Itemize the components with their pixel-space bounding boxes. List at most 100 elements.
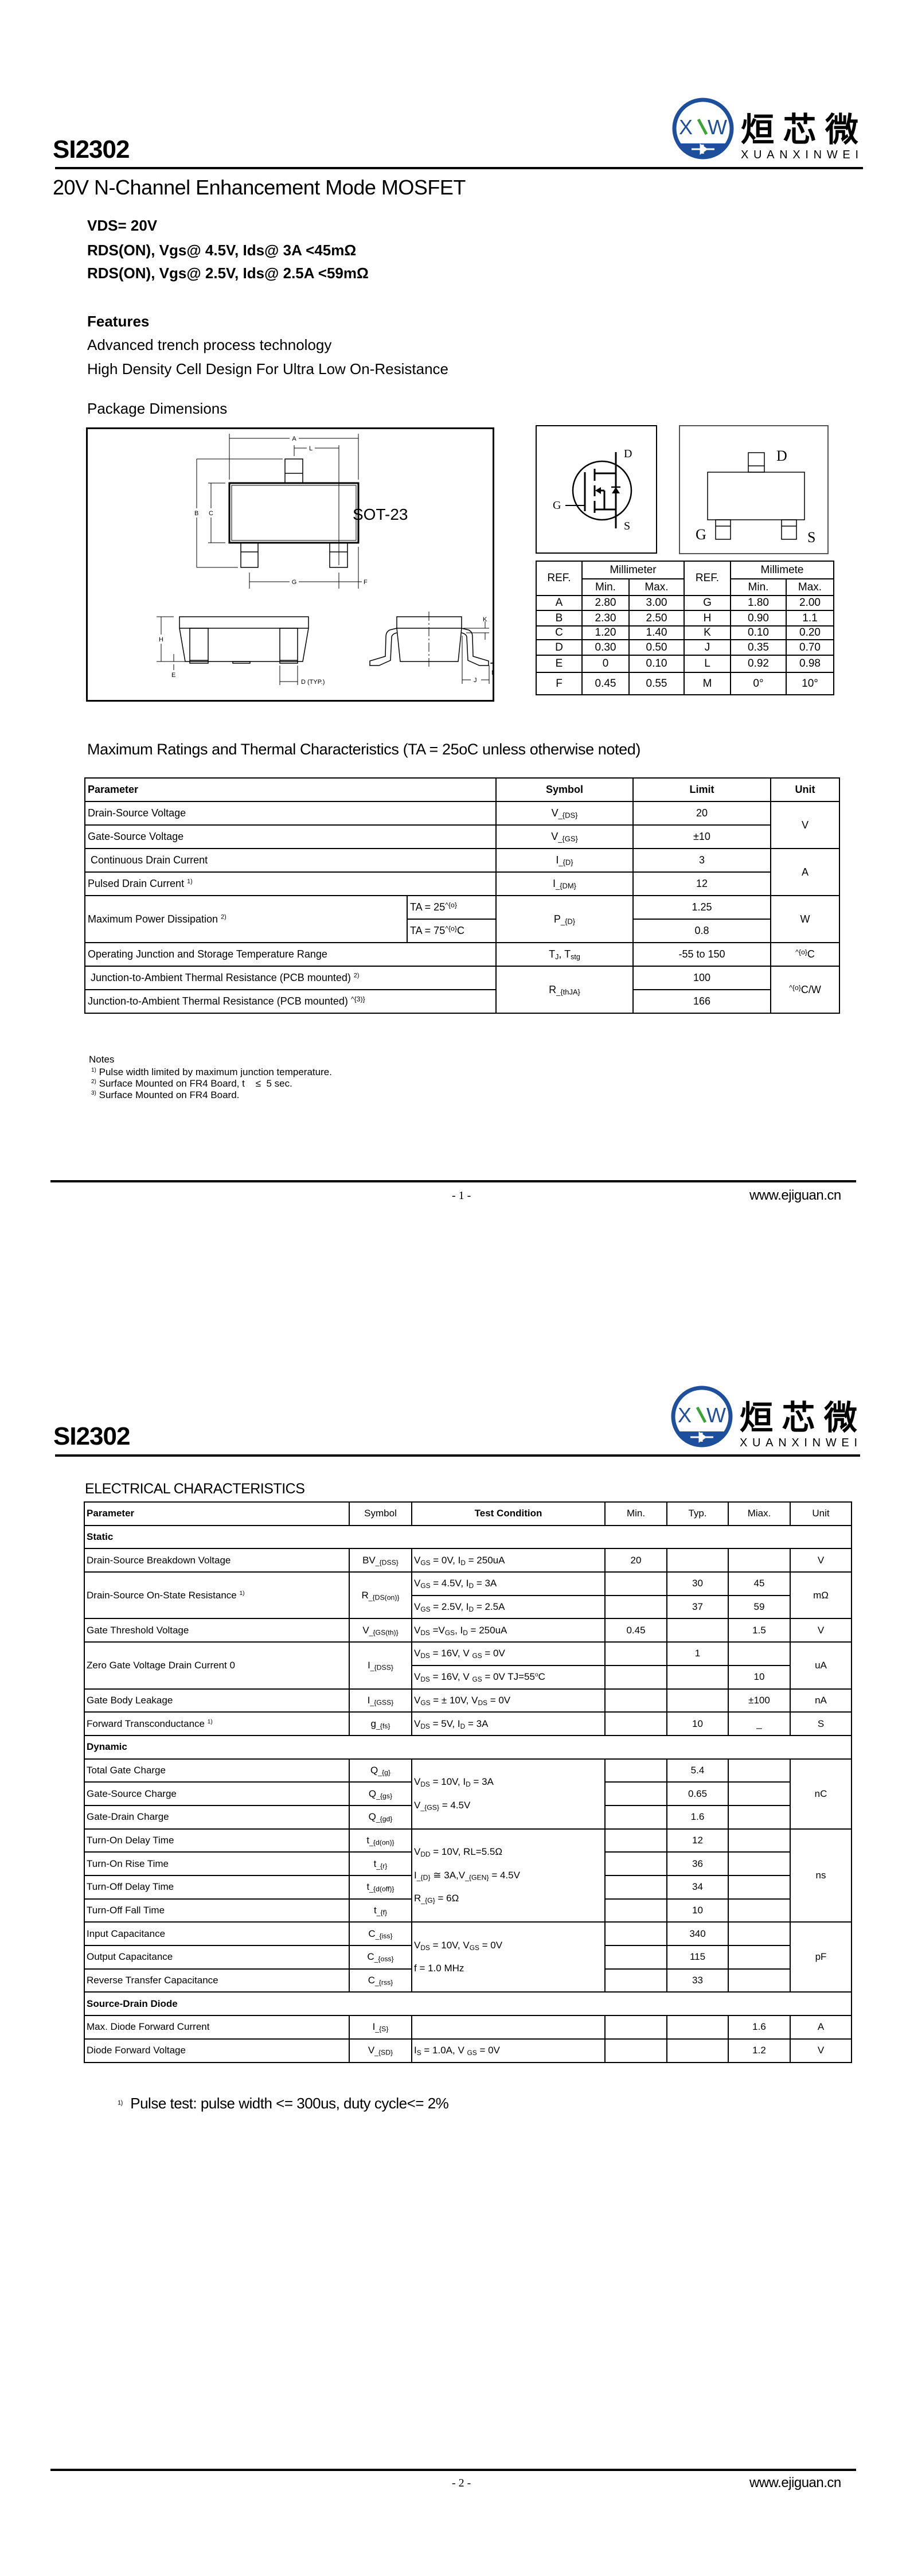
- min-header: Min.: [730, 578, 787, 596]
- col-parameter: Parameter: [84, 777, 497, 802]
- param-cell: Diode Forward Voltage: [84, 2038, 350, 2063]
- package-dimensions-heading: Package Dimensions: [87, 400, 228, 417]
- unit-cell: nA: [790, 1688, 852, 1713]
- spec-rds-2v5: RDS(ON), Vgs@ 2.5V, Ids@ 2.5A <59mΩ: [87, 264, 369, 282]
- min-cell: [604, 1594, 667, 1620]
- condition-cell: VDS = 16V, V GS = 0V TJ=55oC: [411, 1665, 606, 1690]
- dim-label-a: A: [292, 435, 296, 442]
- unit-cell: W: [770, 895, 840, 943]
- condition-cell: [411, 2015, 606, 2040]
- min-cell: [604, 1804, 667, 1830]
- limit-cell: 100: [632, 966, 771, 990]
- table-row: Input Capacitance C_{iss} VDS = 10V, VGS =…: [84, 1921, 852, 1993]
- dim-label-b: B: [194, 510, 198, 517]
- spec-vds: VDS= 20V: [87, 217, 158, 234]
- table-row: Gate Threshold Voltage V_{GS(th)} VDS =VGS…: [84, 1618, 852, 1643]
- col-min: Min.: [604, 1501, 667, 1526]
- footer-divider: [50, 1180, 856, 1182]
- table-row: Diode Forward Voltage V_{SD} IS = 1.0A, V …: [84, 2038, 852, 2063]
- ref-cell: F: [536, 672, 583, 695]
- package-dimension-table: REF. Millimeter REF. Millimete Min. Max.…: [536, 561, 835, 695]
- footer-url: www.ejiguan.cn: [749, 2475, 841, 2491]
- max-cell: _: [728, 1711, 791, 1736]
- param-cell: Turn-Off Delay Time: [84, 1875, 350, 1900]
- ref-cell: K: [684, 625, 731, 640]
- table-row: Drain-Source On-State Resistance 1) R_{DS…: [84, 1571, 852, 1620]
- min-cell: 2.80: [581, 595, 630, 611]
- table-row: Total Gate Charge Q_{g} VDS = 10V, ID = 3A…: [84, 1758, 852, 1830]
- table-row: TA = 75^{o}C 0.8: [85, 919, 839, 943]
- table-row: Drain-Source Voltage V_{DS} 20 V: [84, 801, 840, 849]
- note-text: Pulse width limited by maximum junction …: [99, 1067, 332, 1077]
- symbol-cell: P_{D}: [495, 895, 634, 943]
- max-cell: [728, 1968, 791, 1993]
- min-cell: 2.30: [581, 610, 630, 627]
- symbol-cell: C_{oss}: [349, 1945, 412, 1970]
- unit-cell: V: [790, 1618, 852, 1643]
- condition-cell: TA = 25^{o}: [407, 895, 497, 920]
- limit-cell: 1.25: [632, 895, 771, 920]
- table-row: Zero Gate Voltage Drain Current 0 I_{DSS}…: [84, 1641, 852, 1690]
- max-cell: 1.2: [728, 2038, 791, 2063]
- dim-label-j: J: [474, 677, 477, 684]
- param-cell: Turn-On Rise Time: [84, 1851, 350, 1876]
- symbol-cell: TJ, Tstg: [495, 942, 634, 967]
- condition-line: I_{D} ≅ 3A,V_{GEN} = 4.5V: [414, 1869, 520, 1882]
- typ-cell: 30: [666, 1571, 729, 1596]
- min-cell: [604, 1945, 667, 1970]
- dimension-row: D 0.30 0.50 J 0.35 0.70: [536, 639, 835, 656]
- max-cell: 3.00: [628, 595, 685, 611]
- note-marker: 3): [91, 1090, 96, 1096]
- condition-cell: VDD = 10V, RL=5.5Ω I_{D} ≅ 3A,V_{GEN} = 4…: [411, 1828, 606, 1923]
- dim-label-k: K: [483, 616, 487, 623]
- symbol-cell: t_{f}: [349, 1898, 412, 1923]
- mosfet-schematic-symbol: D S G: [536, 425, 657, 554]
- table-row: Gate Body Leakage I_{GSS} VGS = ± 10V, VDS…: [84, 1688, 852, 1713]
- min-cell: [604, 1875, 667, 1900]
- max-cell: 0.55: [628, 672, 685, 695]
- condition-cell: VGS = 2.5V, ID = 2.5A: [411, 1595, 606, 1620]
- symbol-cell: t_{d(on)}: [349, 1828, 412, 1853]
- unit-cell: pF: [790, 1921, 852, 1993]
- min-cell: [604, 2038, 667, 2063]
- max-cell: 1.6: [728, 2015, 791, 2040]
- limit-cell: 20: [632, 801, 771, 826]
- dim-label-f: F: [364, 579, 368, 586]
- typ-cell: 10: [666, 1898, 729, 1923]
- section-row: Source-Drain Diode: [84, 1991, 852, 2017]
- max-cell: [728, 1898, 791, 1923]
- pin-label-gate: G: [553, 499, 561, 512]
- section-row: Dynamic: [84, 1734, 852, 1760]
- max-cell: 10: [728, 1665, 791, 1690]
- table-row: Reverse Transfer Capacitance C_{rss} 33: [84, 1968, 852, 1993]
- param-cell: Forward Transconductance 1): [84, 1711, 350, 1736]
- table-row: Gate-Source Charge Q_{gs} 0.65: [84, 1781, 852, 1806]
- ref-cell: E: [536, 655, 583, 673]
- max-cell: [728, 1921, 791, 1947]
- logo-chinese-name: 烜芯微: [740, 1398, 857, 1437]
- section-row: Static: [84, 1524, 852, 1550]
- min-cell: [604, 2015, 667, 2040]
- limit-cell: 3: [632, 848, 771, 873]
- param-cell: Drain-Source Breakdown Voltage: [84, 1548, 350, 1573]
- symbol-cell: t_{r}: [349, 1851, 412, 1876]
- min-cell: 0: [581, 655, 630, 673]
- ref-cell: H: [684, 610, 731, 627]
- logo-chinese-name: 烜芯微: [741, 110, 858, 149]
- condition-line: V_{GS} = 4.5V: [414, 1799, 471, 1812]
- table-row: Pulsed Drain Current 1) I_{DM} 12: [84, 871, 839, 896]
- unit-cell: mΩ: [790, 1571, 852, 1620]
- limit-cell: 12: [632, 871, 771, 896]
- pinout-label-drain: D: [776, 448, 787, 464]
- note-item: 2) Surface Mounted on FR4 Board, t ≤ 5 s…: [91, 1079, 292, 1088]
- min-cell: [604, 1641, 667, 1666]
- typ-cell: [666, 2038, 729, 2063]
- feature-item: Advanced trench process technology: [87, 336, 332, 353]
- symbol-cell: Q_{g}: [349, 1758, 412, 1783]
- page-number: - 1 -: [452, 1189, 471, 1202]
- symbol-cell: V_{DS}: [495, 801, 634, 826]
- dimension-row: A 2.80 3.00 G 1.80 2.00: [536, 595, 835, 611]
- unit-cell: ^{o}C: [770, 942, 840, 967]
- col-unit: Unit: [790, 1501, 852, 1526]
- table-row: Gate-Drain Charge Q_{gd} 1.6: [84, 1804, 852, 1830]
